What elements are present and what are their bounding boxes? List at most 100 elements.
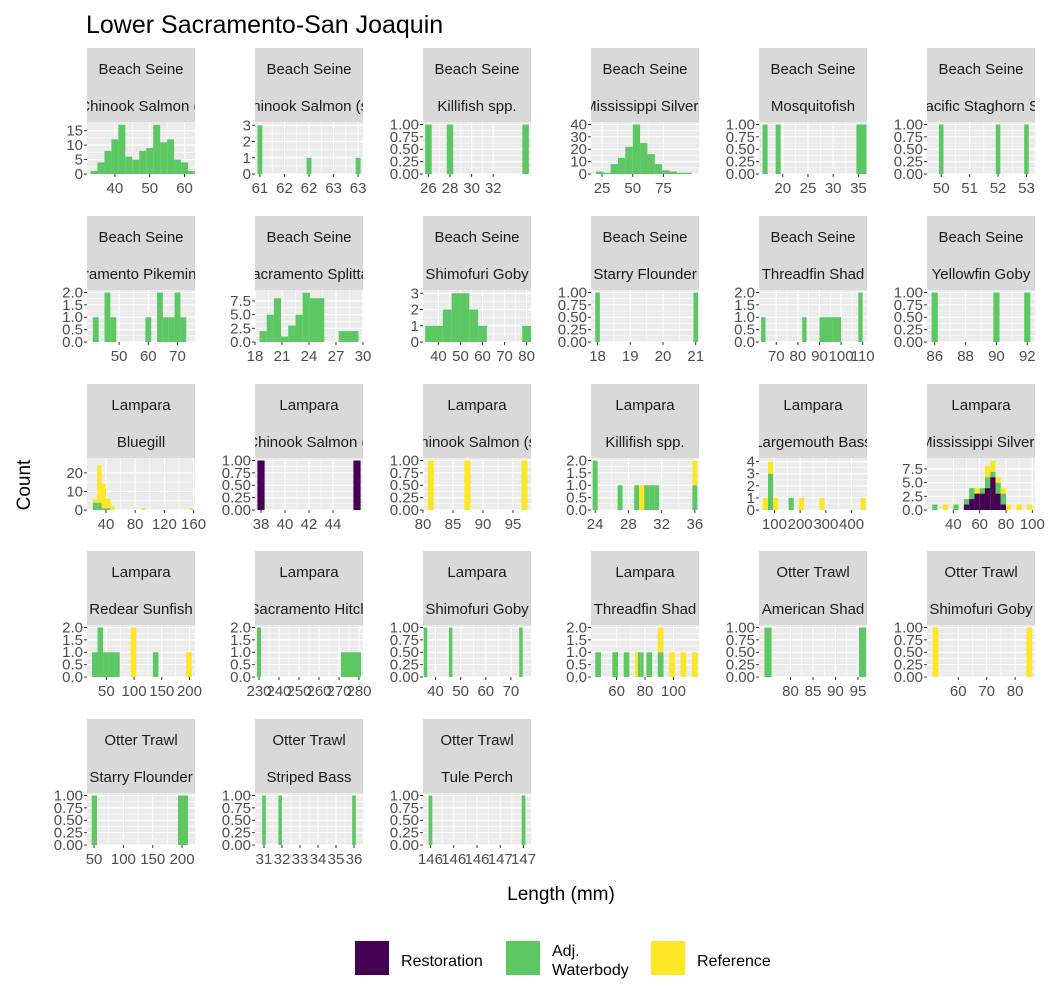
bars xyxy=(425,293,531,342)
facet-strip-method xyxy=(591,48,699,85)
bar-reference xyxy=(768,461,774,474)
legend-item-adj: Adj. Waterbody xyxy=(506,941,629,979)
x-tick-label: 80 xyxy=(415,516,432,533)
y-tick-label: 0.25 xyxy=(390,825,419,842)
facet-strip-method xyxy=(87,551,195,588)
bars xyxy=(595,292,699,342)
bar-reference xyxy=(762,497,768,510)
bar-reference xyxy=(141,508,146,510)
bar-reference xyxy=(101,484,106,509)
y-tick-label: 0.00 xyxy=(390,837,419,854)
bar-restoration xyxy=(963,504,970,510)
y-tick-label: 15 xyxy=(66,123,83,140)
x-tick-label: 86 xyxy=(926,348,943,365)
facet-method-label: Otter Trawl xyxy=(272,732,345,749)
x-tick-label: 150 xyxy=(149,683,174,700)
x-tick-label: 21 xyxy=(274,348,291,365)
y-tick-label: 0.5 xyxy=(566,657,587,674)
x-tick-label: 20 xyxy=(655,348,672,365)
x-tick-label: 90 xyxy=(811,348,828,365)
gridlines xyxy=(759,458,867,511)
y-tick-label: 0.00 xyxy=(894,334,923,351)
bar-adj xyxy=(684,172,692,174)
x-tick-label: 40 xyxy=(945,516,962,533)
x-tick-label: 147 xyxy=(488,851,513,868)
x-tick-label: 150 xyxy=(140,851,165,868)
facet-species-label: Largemouth Bass xyxy=(754,434,872,451)
x-tick-label: 32 xyxy=(485,180,502,197)
facet-species-label: Starry Flounder xyxy=(593,266,696,283)
facet-panel: Beach Seine Mosquitofish 0.000.250.500.751… xyxy=(726,48,867,197)
y-tick-label: 1.00 xyxy=(390,619,419,636)
bar-adj xyxy=(257,125,263,174)
bar-adj xyxy=(111,139,119,174)
facet-strip-species xyxy=(87,421,195,458)
y-tick-label: 2.5 xyxy=(902,488,923,505)
facet-panel: Otter Trawl Tule Perch 0.000.250.500.751.0… xyxy=(390,719,536,868)
y-tick-label: 0.25 xyxy=(726,154,755,171)
legend-label: Restoration xyxy=(401,953,483,970)
bar-reference xyxy=(692,460,698,486)
bars xyxy=(257,125,361,174)
bar-adj xyxy=(478,325,487,342)
x-tick-label: 30 xyxy=(463,180,480,197)
bar-adj xyxy=(521,795,526,845)
y-tick-label: 1 xyxy=(747,490,755,507)
bar-adj xyxy=(632,124,641,174)
bar-adj xyxy=(181,162,189,174)
x-tick-label: 40 xyxy=(430,348,447,365)
y-tick-label: 0.50 xyxy=(222,812,251,829)
facet-method-label: Otter Trawl xyxy=(104,732,177,749)
y-tick-label: 0.75 xyxy=(222,800,251,817)
x-tick-label: 52 xyxy=(990,180,1007,197)
facet-method-label: Otter Trawl xyxy=(776,564,849,581)
facet-species-label: Redear Sunfish xyxy=(89,601,192,618)
y-tick-label: 20 xyxy=(570,141,587,158)
x-tick-labels: 40 80 120 160 xyxy=(98,510,206,533)
bar-reference xyxy=(657,627,664,653)
bar-adj xyxy=(469,309,479,342)
x-tick-labels: 60 80 100 xyxy=(608,677,686,700)
y-tick-labels: 0.000.250.500.751.00 xyxy=(726,116,759,183)
x-tick-label: 42 xyxy=(301,516,318,533)
chart-title: Lower Sacramento-San Joaquin xyxy=(86,11,443,39)
facet-method-label: Lampara xyxy=(783,397,843,414)
x-tick-label: 80 xyxy=(1007,683,1024,700)
y-tick-label: 7.5 xyxy=(230,293,251,310)
y-tick-label: 0.00 xyxy=(726,166,755,183)
y-tick-label: 1.00 xyxy=(894,619,923,636)
bars xyxy=(762,124,867,174)
bar-adj xyxy=(97,502,102,510)
bar-adj xyxy=(110,317,117,342)
x-tick-label: 80 xyxy=(790,348,807,365)
x-tick-labels: 24 28 32 36 xyxy=(587,510,703,533)
bar-adj xyxy=(118,124,126,174)
y-tick-label: 0.25 xyxy=(222,825,251,842)
bars xyxy=(428,795,526,845)
bar-adj xyxy=(610,164,618,174)
x-tick-label: 27 xyxy=(328,348,345,365)
bar-reference xyxy=(186,652,192,677)
y-tick-label: 1.00 xyxy=(222,787,251,804)
bar-adj xyxy=(938,124,944,174)
bar-adj xyxy=(595,652,601,677)
facet-method-label: Otter Trawl xyxy=(440,732,513,749)
y-tick-label: 1.0 xyxy=(566,477,587,494)
x-tick-label: 60 xyxy=(477,683,494,700)
facet-species-label: Sacramento Pikeminnow xyxy=(58,266,224,283)
bar-adj xyxy=(858,292,863,342)
bar-adj xyxy=(819,317,833,342)
y-tick-label: 7.5 xyxy=(902,461,923,478)
bars xyxy=(595,124,692,174)
x-tick-label: 50 xyxy=(98,683,115,700)
y-tick-labels: 0.02.55.07.5 xyxy=(230,293,255,351)
y-tick-label: 0.25 xyxy=(390,154,419,171)
facet-method-label: Beach Seine xyxy=(602,61,687,78)
facet-strip-species xyxy=(87,253,195,290)
facet-species-label: Mississippi Silvers xyxy=(584,98,706,115)
y-tick-label: 0.00 xyxy=(390,669,419,686)
bar-adj xyxy=(428,795,433,845)
bar-adj xyxy=(101,508,106,510)
